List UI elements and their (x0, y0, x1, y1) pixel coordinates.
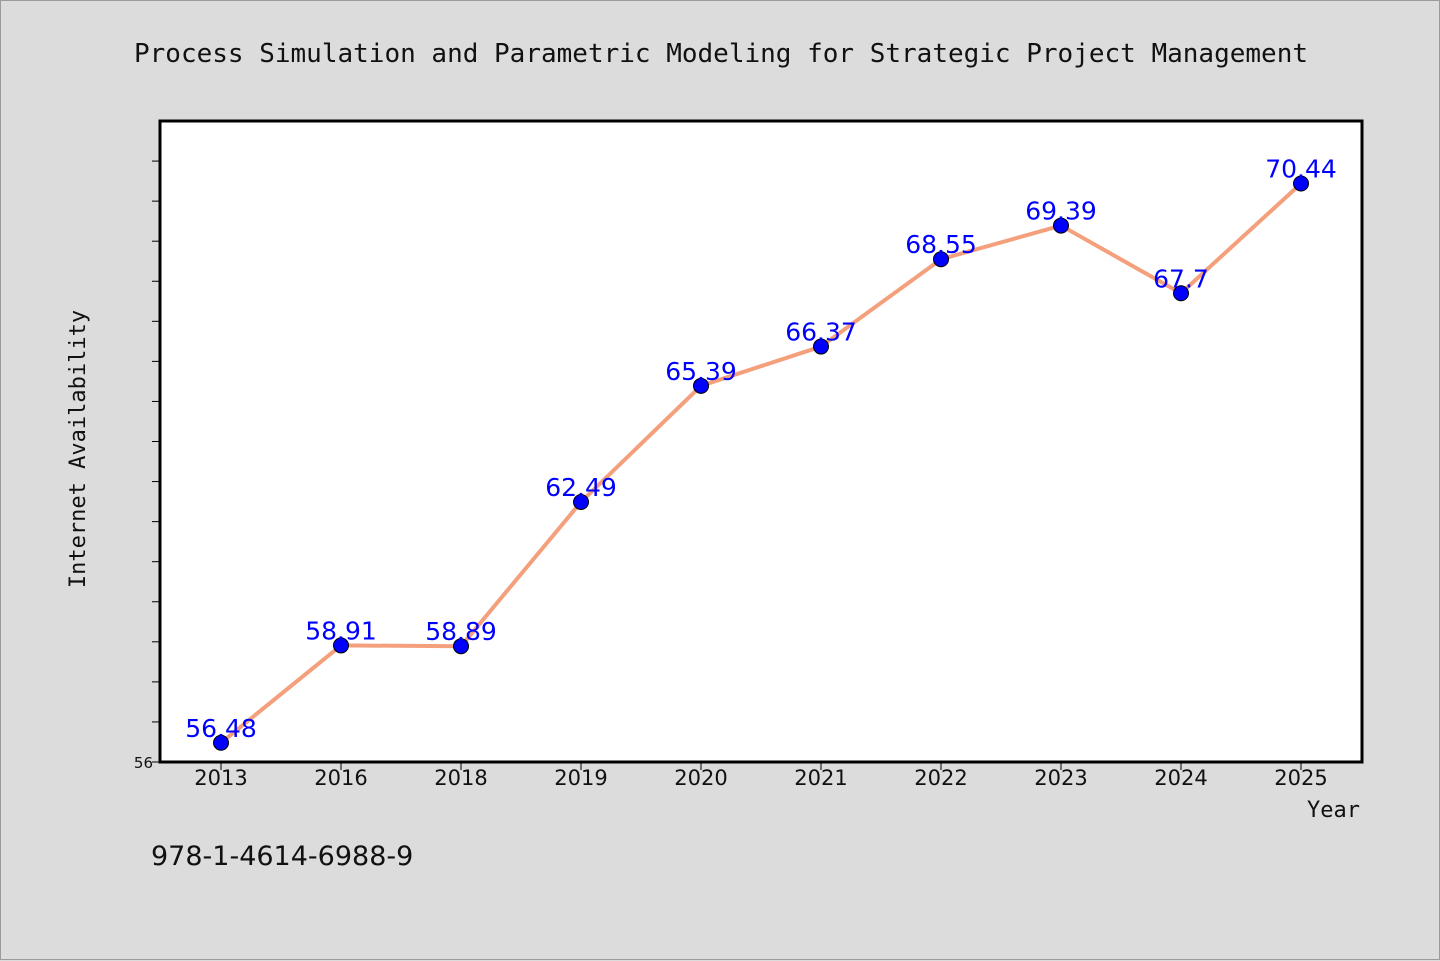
plot-area (158, 119, 1364, 764)
chart-title: Process Simulation and Parametric Modeli… (134, 39, 1308, 69)
data-label: 65.39 (665, 357, 737, 386)
x-tick-label: 2022 (914, 766, 967, 790)
y-axis-ticks: 56 (134, 160, 160, 772)
data-point-marker (693, 377, 709, 394)
data-label: 67.7 (1153, 264, 1209, 293)
data-label: 58.89 (425, 617, 497, 646)
x-tick-label: 2024 (1154, 766, 1207, 790)
x-tick-label: 2019 (554, 766, 607, 790)
data-label: 62.49 (545, 473, 617, 502)
series-layer (213, 175, 1309, 751)
data-point-marker (1293, 175, 1309, 192)
x-tick-label: 2016 (314, 766, 367, 790)
data-point-marker (213, 734, 229, 751)
data-point-marker (933, 251, 949, 268)
data-label-layer: 56.48 58.91 58.89 62.49 65.39 66.37 68.55 69.39… (185, 154, 1337, 742)
isbn-footer: 978-1-4614-6988-9 (151, 841, 413, 872)
data-point-marker (453, 638, 469, 655)
data-label: 66.37 (785, 318, 857, 347)
data-point-marker (813, 338, 829, 355)
data-label: 56.48 (185, 714, 257, 743)
x-tick-label: 2023 (1034, 766, 1087, 790)
x-tick-label: 2020 (674, 766, 727, 790)
x-tick-label: 2013 (194, 766, 247, 790)
x-tick-label: 2021 (794, 766, 847, 790)
x-axis-title: Year (1307, 798, 1360, 823)
x-tick-label: 2025 (1274, 766, 1327, 790)
data-point-marker (333, 637, 349, 654)
data-label: 68.55 (905, 230, 977, 259)
data-label: 70.44 (1265, 154, 1337, 183)
x-axis-ticks: 2013 2016 2018 2019 2020 2021 2022 2023 2024 2025 (194, 762, 1328, 790)
data-label: 69.39 (1025, 197, 1097, 226)
y-axis-title: Internet Availability (66, 310, 91, 588)
series-line (219, 181, 1303, 745)
data-point-marker (1053, 217, 1069, 234)
data-point-marker (573, 493, 589, 510)
data-label: 58.91 (305, 616, 377, 645)
y-tick-label: 56 (134, 754, 153, 772)
data-point-marker (1173, 285, 1189, 302)
x-tick-label: 2018 (434, 766, 487, 790)
